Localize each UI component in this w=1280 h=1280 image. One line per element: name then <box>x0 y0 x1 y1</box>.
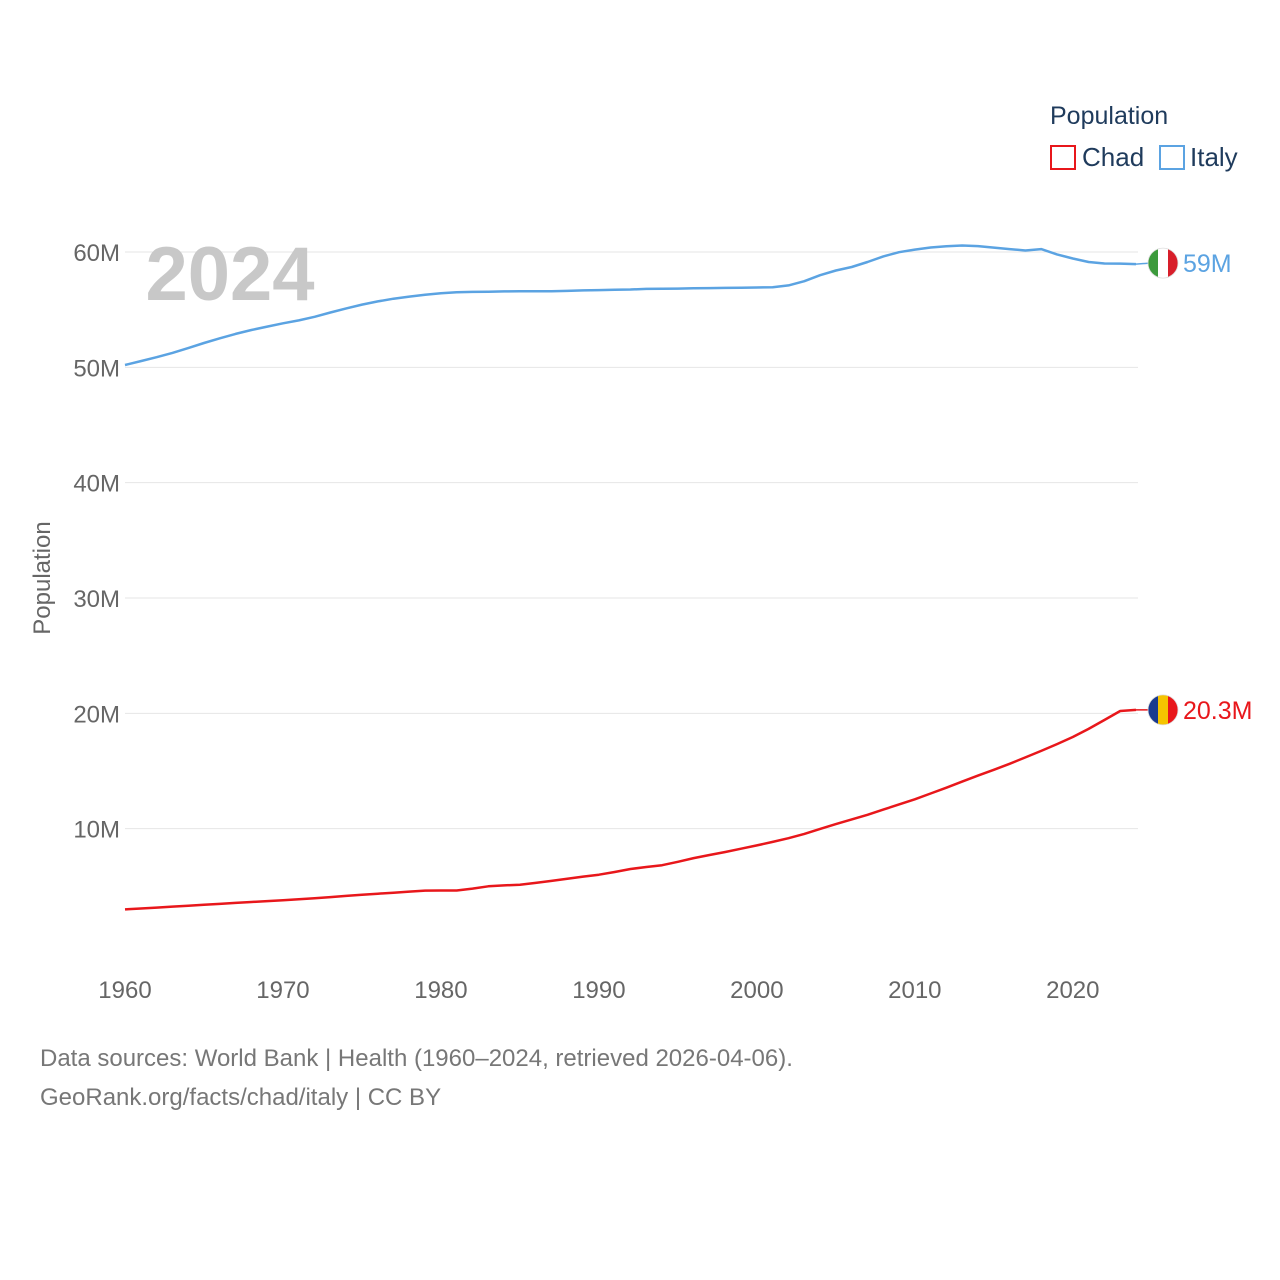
x-tick-label: 1990 <box>572 977 625 1004</box>
y-tick-label: 50M <box>73 355 120 382</box>
y-tick-label: 10M <box>73 817 120 844</box>
legend-item-italy[interactable]: Italy <box>1159 142 1238 172</box>
legend-swatch-chad <box>1050 145 1076 170</box>
footer-credit: GeoRank.org/facts/chad/italy | CC BY <box>40 1084 442 1111</box>
x-tick-label: 2000 <box>730 977 783 1004</box>
y-axis-label: Population <box>29 521 56 634</box>
x-axis-ticks: 1960 1970 1980 1990 2000 2010 2020 <box>98 977 1099 1004</box>
series-end-labels: 20.3M 59M <box>1135 247 1252 726</box>
y-tick-label: 20M <box>73 701 120 728</box>
x-tick-label: 1980 <box>414 977 467 1004</box>
y-tick-label: 30M <box>73 586 120 613</box>
series-lines <box>124 244 1137 911</box>
legend-label-italy: Italy <box>1190 142 1238 172</box>
year-label: 2024 <box>145 232 314 317</box>
series-line-chad[interactable] <box>124 708 1137 911</box>
line-chart: 10M 20M 30M 40M 50M 60M 1960 1970 1980 1990 2000 2… <box>29 102 1252 1004</box>
legend-title: Population <box>1050 102 1168 130</box>
chad-flag-icon <box>1147 694 1179 726</box>
y-axis-ticks: 10M 20M 30M 40M 50M 60M <box>73 240 120 844</box>
end-label-italy: 59M <box>1183 250 1232 278</box>
x-tick-label: 2020 <box>1046 977 1099 1004</box>
legend: Population Chad Italy <box>1050 102 1238 172</box>
legend-swatch-italy <box>1159 145 1185 170</box>
x-tick-label: 2010 <box>888 977 941 1004</box>
end-label-chad: 20.3M <box>1183 697 1252 725</box>
legend-label-chad: Chad <box>1082 142 1144 172</box>
y-tick-label: 40M <box>73 471 120 498</box>
legend-item-chad[interactable]: Chad <box>1050 142 1144 172</box>
x-tick-label: 1970 <box>256 977 309 1004</box>
footer-sources: Data sources: World Bank | Health (1960–… <box>40 1045 793 1072</box>
italy-flag-icon <box>1147 247 1179 279</box>
y-tick-label: 60M <box>73 240 120 267</box>
grid-lines <box>125 251 1138 830</box>
series-line-italy[interactable] <box>124 244 1137 367</box>
x-tick-label: 1960 <box>98 977 151 1004</box>
